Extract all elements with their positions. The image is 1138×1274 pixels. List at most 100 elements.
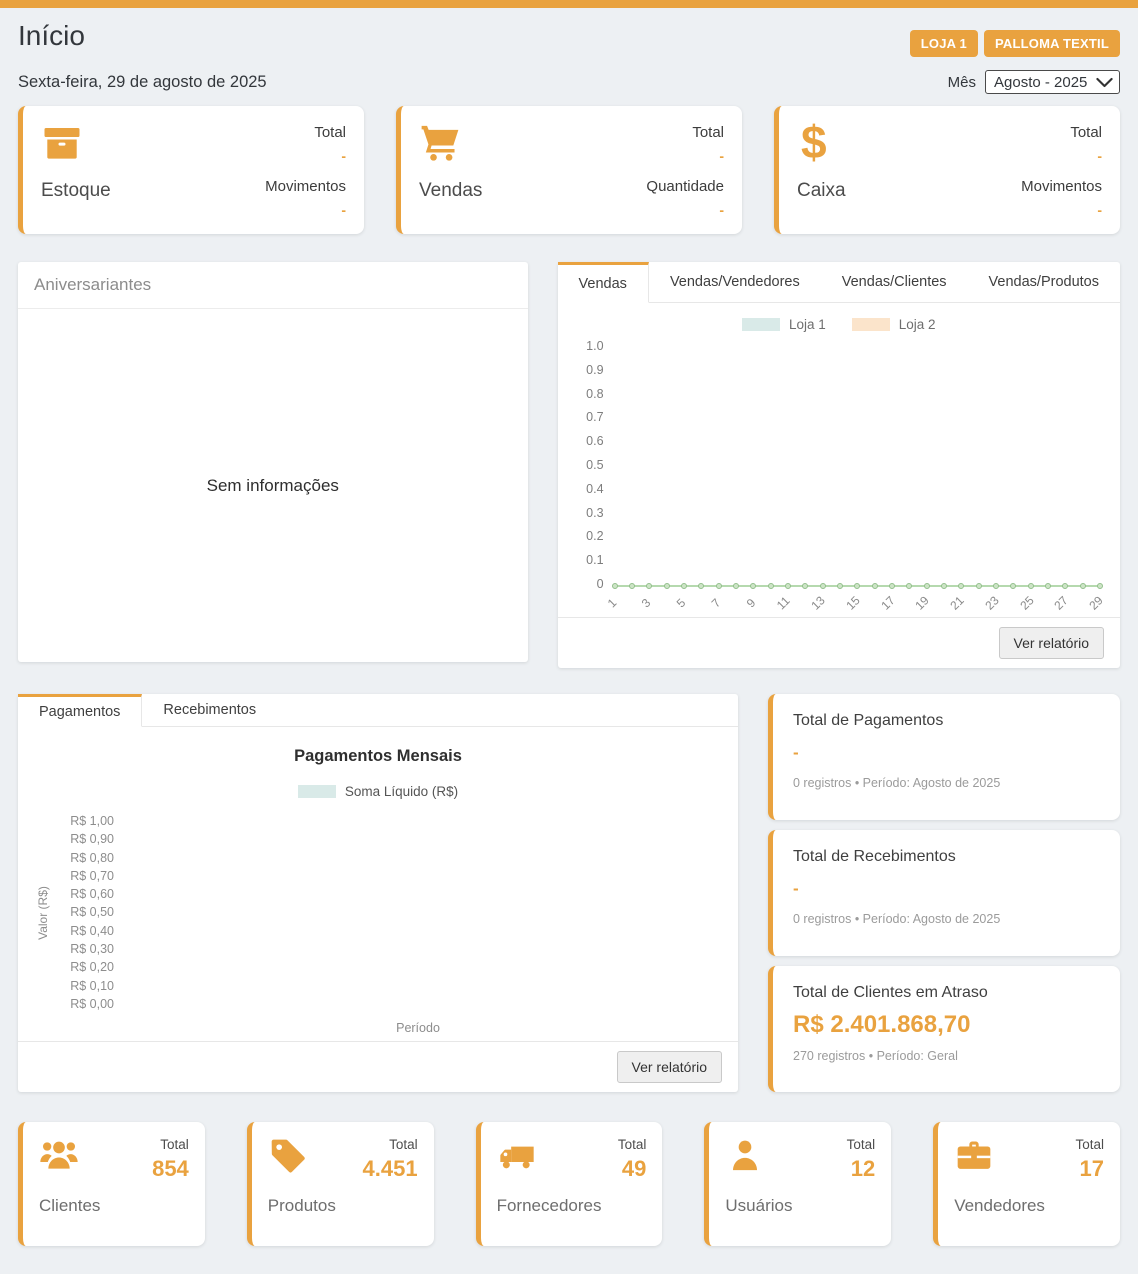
data-point-marker bbox=[784, 583, 791, 589]
sales-y-tick: 0.7 bbox=[586, 410, 604, 425]
payments-plot-area bbox=[114, 815, 722, 1011]
stock-card-values: Total - Movimentos - bbox=[265, 124, 346, 218]
payments-y-tick: R$ 0,00 bbox=[70, 996, 114, 1011]
sales-x-tick: 21 bbox=[947, 593, 967, 613]
payments-y-tick: R$ 1,00 bbox=[70, 814, 114, 828]
chevron-down-icon bbox=[1096, 77, 1113, 88]
loja2-swatch-icon bbox=[851, 318, 890, 331]
loja1-swatch-icon bbox=[741, 318, 780, 331]
suppliers-label: Fornecedores bbox=[496, 1196, 602, 1215]
tab-vendas-vendedores[interactable]: Vendas/Vendedores bbox=[669, 274, 800, 290]
payments-y-tick: R$ 0,90 bbox=[70, 832, 114, 847]
sellers-card: Total 17 Vendedores bbox=[933, 1122, 1120, 1246]
payments-x-axis-title: Período bbox=[396, 1021, 440, 1035]
month-select[interactable]: Agosto - 2025 bbox=[985, 70, 1120, 94]
stock-summary-card: Estoque Total - Movimentos - bbox=[18, 106, 364, 234]
payments-y-tick: R$ 0,80 bbox=[70, 850, 114, 865]
sales-y-axis: 1.0 0.9 0.8 0.7 0.6 0.5 0.4 0.3 0.2 0.1 0 bbox=[574, 340, 604, 591]
sales-x-tick: 9 bbox=[743, 595, 758, 611]
summary-cards-row: Estoque Total - Movimentos - Vendas Tota… bbox=[18, 106, 1120, 234]
tab-vendas-clientes[interactable]: Vendas/Clientes bbox=[841, 274, 947, 290]
sales-x-tick: 15 bbox=[843, 593, 863, 613]
loja2-legend-label: Loja 2 bbox=[898, 317, 936, 332]
header-subrow: Sexta-feira, 29 de agosto de 2025 Mês Ag… bbox=[18, 70, 1120, 94]
cash-card-values: Total - Movimentos - bbox=[1021, 124, 1102, 218]
users-total-value: 12 bbox=[850, 1156, 876, 1181]
clients-total-value: 854 bbox=[152, 1156, 189, 1181]
total-payments-card: Total de Pagamentos - 0 registros • Perí… bbox=[768, 694, 1120, 820]
sales-plot-area bbox=[611, 340, 1104, 590]
sales-card-label: Vendas bbox=[419, 180, 483, 201]
data-point-marker bbox=[1044, 583, 1051, 589]
tab-vendas-produtos[interactable]: Vendas/Produtos bbox=[988, 274, 1099, 290]
stock-movements-value: - bbox=[341, 202, 346, 218]
payments-y-axis: R$ 1,00 R$ 0,90 R$ 0,80 R$ 0,70 R$ 0,60 R$ 0,… bbox=[52, 815, 114, 1011]
users-label: Usuários bbox=[725, 1196, 793, 1215]
sales-y-tick: 0.8 bbox=[586, 386, 604, 401]
cash-card-label: Caixa bbox=[797, 180, 846, 201]
data-point-marker bbox=[680, 583, 687, 589]
legend-item-loja1: Loja 1 bbox=[741, 317, 826, 332]
tab-vendas[interactable]: Vendas bbox=[557, 262, 649, 303]
tab-recebimentos[interactable]: Recebimentos bbox=[163, 702, 257, 718]
sales-y-tick: 0 bbox=[596, 576, 604, 591]
loja1-legend-label: Loja 1 bbox=[788, 317, 826, 332]
legend-item-soma-liquido: Soma Líquido (R$) bbox=[297, 784, 458, 799]
total-payments-meta: 0 registros • Período: Agosto de 2025 bbox=[793, 776, 1001, 790]
users-card: Total 12 Usuários bbox=[704, 1122, 892, 1246]
sales-quantity-value: - bbox=[719, 202, 724, 218]
sales-x-tick: 7 bbox=[708, 595, 724, 611]
payments-report-button[interactable]: Ver relatório bbox=[616, 1051, 722, 1083]
data-point-marker bbox=[628, 583, 635, 589]
page-title: Início bbox=[18, 20, 85, 51]
sales-x-tick: 13 bbox=[808, 593, 828, 613]
person-icon bbox=[725, 1136, 765, 1176]
sales-report-button[interactable]: Ver relatório bbox=[998, 627, 1104, 659]
payments-y-tick: R$ 0,50 bbox=[70, 905, 114, 920]
month-select-value: Agosto - 2025 bbox=[994, 73, 1088, 91]
data-point-marker bbox=[1079, 583, 1086, 589]
cash-summary-card: $ Caixa Total - Movimentos - bbox=[774, 106, 1120, 234]
sales-x-tick: 5 bbox=[673, 595, 689, 611]
total-payments-value: - bbox=[793, 743, 799, 762]
store-buttons: LOJA 1 PALLOMA TEXTIL bbox=[909, 30, 1120, 57]
sales-summary-card: Vendas Total - Quantidade - bbox=[396, 106, 742, 234]
total-receipts-card: Total de Recebimentos - 0 registros • Pe… bbox=[768, 830, 1120, 956]
sales-x-tick: 23 bbox=[982, 593, 1002, 613]
sales-data-line bbox=[611, 583, 1103, 589]
totals-column: Total de Pagamentos - 0 registros • Perí… bbox=[768, 694, 1120, 1092]
data-point-marker bbox=[698, 583, 705, 589]
stock-total-value: - bbox=[341, 148, 346, 164]
products-label: Produtos bbox=[267, 1196, 336, 1215]
sales-total-label: Total bbox=[692, 124, 724, 141]
store-button[interactable]: LOJA 1 bbox=[909, 30, 978, 57]
top-accent-bar bbox=[0, 0, 1138, 8]
tag-icon bbox=[268, 1136, 308, 1176]
sales-panel-footer: Ver relatório bbox=[557, 617, 1120, 668]
dollar-icon: $ bbox=[801, 116, 827, 168]
clients-card: Total 854 Clientes bbox=[18, 1122, 205, 1246]
sales-card-values: Total - Quantidade - bbox=[646, 124, 724, 218]
sellers-total-value: 17 bbox=[1079, 1156, 1104, 1181]
suppliers-total-value: 49 bbox=[621, 1156, 647, 1181]
sales-x-tick: 11 bbox=[774, 593, 793, 613]
sales-y-tick: 0.3 bbox=[586, 505, 604, 520]
data-point-marker bbox=[1027, 583, 1034, 589]
payments-y-axis-title: Valor (R$) bbox=[36, 886, 51, 940]
sales-x-tick: 27 bbox=[1051, 593, 1071, 613]
birthdays-empty-message: Sem informações bbox=[206, 475, 339, 495]
company-button[interactable]: PALLOMA TEXTIL bbox=[983, 30, 1120, 57]
overdue-clients-value: R$ 2.401.868,70 bbox=[793, 1011, 971, 1038]
products-total-value: 4.451 bbox=[362, 1156, 418, 1181]
truck-icon bbox=[497, 1136, 537, 1176]
tab-pagamentos[interactable]: Pagamentos bbox=[18, 694, 143, 727]
payments-y-tick: R$ 0,60 bbox=[70, 887, 114, 902]
sales-x-tick: 19 bbox=[912, 593, 932, 613]
data-point-marker bbox=[732, 583, 739, 589]
cash-movements-value: - bbox=[1097, 202, 1102, 218]
sales-y-tick: 0.2 bbox=[586, 529, 604, 544]
data-point-marker bbox=[1097, 583, 1103, 589]
cash-total-value: - bbox=[1097, 148, 1102, 164]
sales-x-axis: 1 3 5 7 9 11 13 15 17 19 21 23 25 27 29 bbox=[604, 590, 1105, 617]
cash-movements-label: Movimentos bbox=[1021, 178, 1102, 195]
